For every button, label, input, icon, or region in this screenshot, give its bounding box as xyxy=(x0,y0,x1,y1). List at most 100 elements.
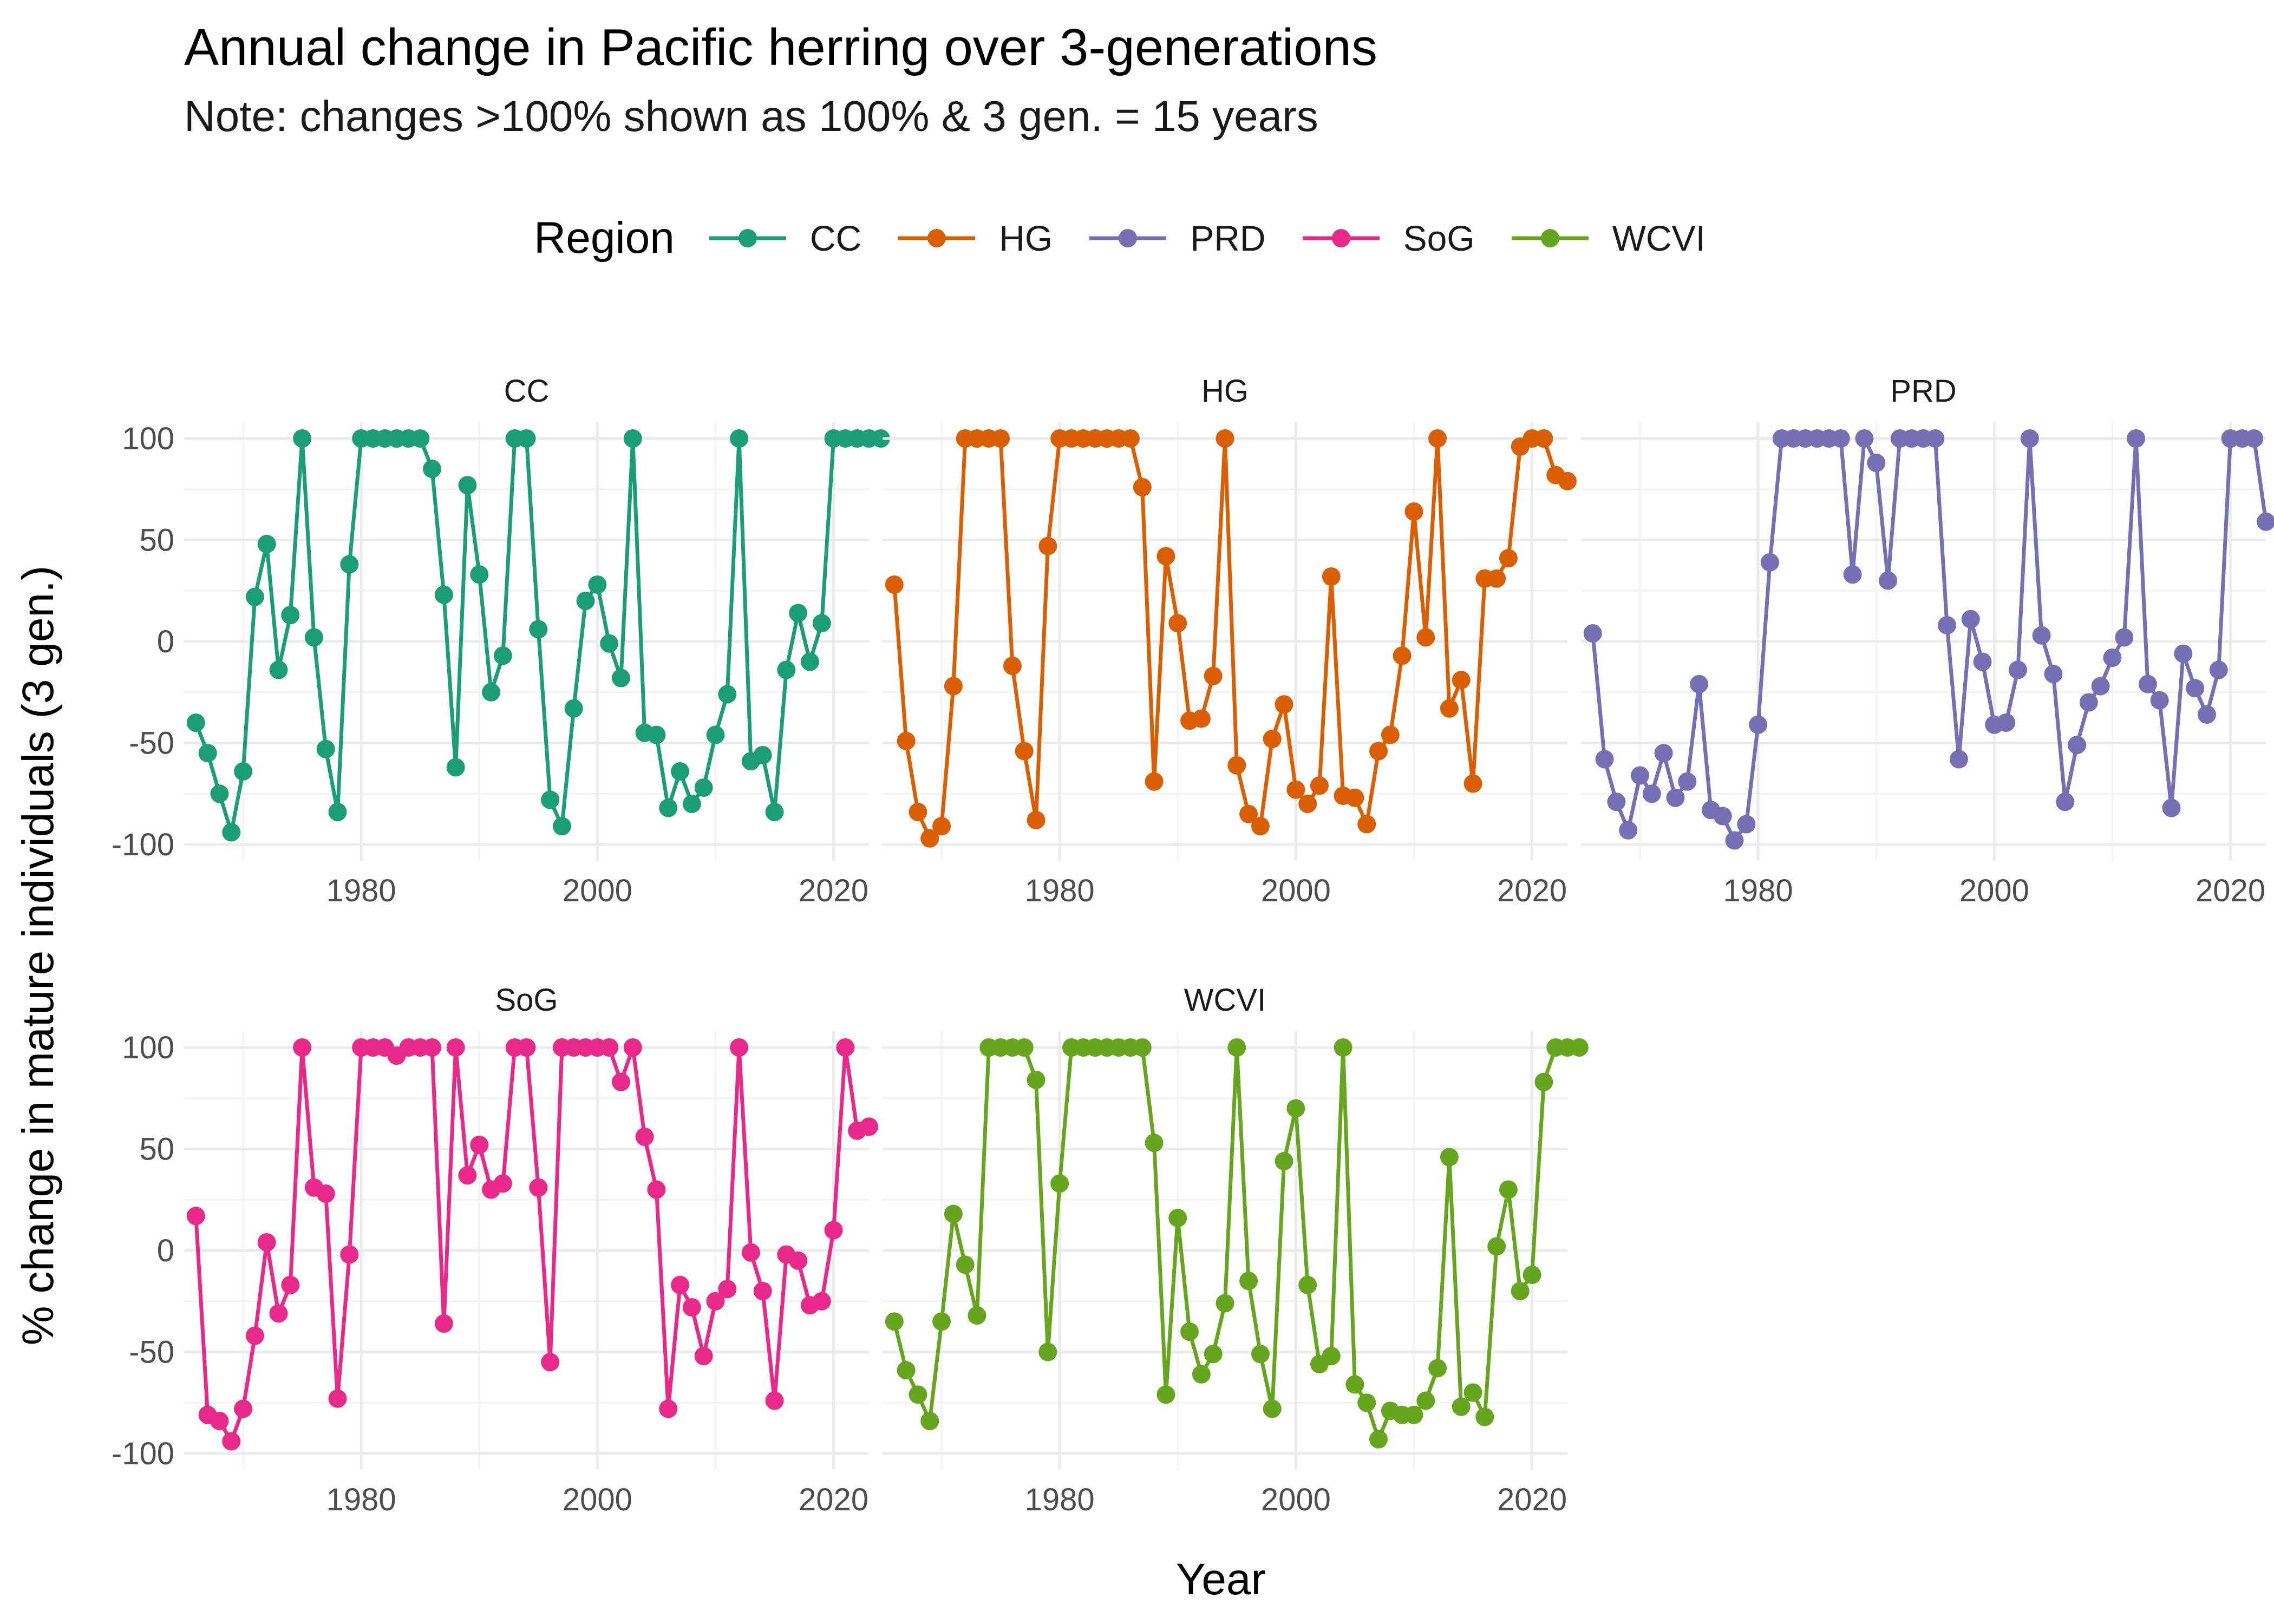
data-point-sog xyxy=(293,1038,312,1057)
data-point-sog xyxy=(493,1174,512,1193)
data-point-prd xyxy=(2127,429,2146,448)
data-point-wcvi xyxy=(1145,1134,1164,1152)
data-point-hg xyxy=(1145,772,1164,791)
strip-label-wcvi: WCVI xyxy=(1184,983,1266,1018)
y-tick-label: -100 xyxy=(112,827,174,862)
data-point-prd xyxy=(1595,750,1614,769)
data-point-cc xyxy=(812,614,831,633)
data-point-sog xyxy=(765,1391,784,1410)
legend-label-cc: CC xyxy=(809,218,862,258)
data-point-wcvi xyxy=(1487,1237,1506,1256)
x-tick-label: 2000 xyxy=(1261,873,1331,908)
data-point-hg xyxy=(1499,549,1518,568)
data-point-wcvi xyxy=(968,1306,986,1325)
data-point-cc xyxy=(245,587,264,606)
data-point-wcvi xyxy=(1204,1345,1223,1364)
data-point-sog xyxy=(186,1207,205,1226)
data-point-sog xyxy=(222,1432,241,1451)
data-point-prd xyxy=(2032,626,2051,645)
panel-sog: SoG 1980 2000 2020 -100 -50 0 50 100 xyxy=(112,983,878,1517)
data-point-prd xyxy=(1690,675,1709,693)
data-point-sog xyxy=(458,1166,477,1185)
y-tick-label: 0 xyxy=(157,624,174,659)
data-point-cc xyxy=(564,699,583,718)
legend-item-cc: CC xyxy=(707,218,861,259)
data-point-sog xyxy=(423,1038,442,1057)
data-point-hg xyxy=(1133,478,1152,496)
data-point-hg xyxy=(1251,817,1270,836)
data-point-hg xyxy=(1440,699,1459,718)
data-point-prd xyxy=(1749,715,1768,734)
data-point-wcvi xyxy=(1369,1430,1388,1449)
data-point-hg xyxy=(1416,628,1435,647)
data-point-sog xyxy=(635,1128,654,1146)
data-point-sog xyxy=(328,1389,347,1408)
data-point-prd xyxy=(1973,652,1992,671)
data-point-sog xyxy=(269,1304,288,1323)
data-point-cc xyxy=(718,685,737,704)
data-point-cc xyxy=(871,429,890,448)
data-point-cc xyxy=(446,758,465,777)
data-point-cc xyxy=(600,634,619,653)
data-point-wcvi xyxy=(1522,1266,1541,1284)
data-point-hg xyxy=(1369,742,1388,761)
data-point-wcvi xyxy=(932,1312,951,1331)
data-point-hg xyxy=(1558,472,1577,490)
legend-item-hg: HG xyxy=(896,218,1053,259)
x-tick-label: 2020 xyxy=(1497,1482,1567,1517)
data-point-hg xyxy=(1239,804,1258,823)
data-point-cc xyxy=(682,795,701,813)
legend: Region CC HG PRD SoG WCVI xyxy=(0,208,2274,268)
data-point-wcvi xyxy=(1239,1272,1258,1291)
data-point-cc xyxy=(222,823,241,842)
data-point-wcvi xyxy=(1168,1209,1187,1227)
data-point-sog xyxy=(836,1038,855,1057)
x-tick-label: 2020 xyxy=(1497,873,1567,908)
chart-title: Annual change in Pacific herring over 3-… xyxy=(184,18,1378,76)
data-point-prd xyxy=(2103,649,2122,667)
data-point-hg xyxy=(1275,695,1293,714)
data-point-cc xyxy=(281,606,300,625)
data-point-sog xyxy=(529,1178,548,1197)
data-point-cc xyxy=(789,604,808,623)
data-point-wcvi xyxy=(1227,1038,1246,1057)
x-tick-label: 1980 xyxy=(326,1482,396,1517)
y-tick-label: -100 xyxy=(112,1436,174,1471)
strip-label-sog: SoG xyxy=(495,983,558,1018)
x-tick-label: 1980 xyxy=(1025,1482,1095,1517)
data-point-hg xyxy=(885,575,904,594)
data-point-wcvi xyxy=(1180,1322,1199,1341)
data-point-hg xyxy=(1452,671,1471,690)
data-point-sog xyxy=(682,1298,701,1317)
data-point-hg xyxy=(944,677,963,696)
data-point-wcvi xyxy=(1298,1275,1317,1294)
data-point-wcvi xyxy=(1216,1294,1234,1313)
data-point-prd xyxy=(1737,815,1756,834)
data-point-cc xyxy=(257,535,276,553)
data-point-prd xyxy=(1642,784,1661,803)
data-point-prd xyxy=(1619,821,1638,840)
data-point-prd xyxy=(1926,429,1945,448)
data-point-prd xyxy=(1607,793,1626,811)
data-point-cc xyxy=(623,429,642,448)
data-point-prd xyxy=(1843,565,1862,584)
data-point-wcvi xyxy=(1416,1391,1435,1410)
data-point-sog xyxy=(694,1347,713,1365)
data-point-prd xyxy=(1725,831,1744,850)
data-point-sog xyxy=(245,1326,264,1345)
data-point-wcvi xyxy=(1440,1148,1459,1167)
data-point-cc xyxy=(529,620,548,639)
legend-key-prd xyxy=(1089,229,1167,247)
data-point-hg xyxy=(1322,567,1341,586)
x-tick-label: 2000 xyxy=(1261,1482,1331,1517)
data-point-wcvi xyxy=(1251,1345,1270,1364)
legend-item-prd: PRD xyxy=(1087,218,1266,259)
data-point-wcvi xyxy=(1499,1180,1518,1199)
data-point-cc xyxy=(470,565,489,584)
data-point-prd xyxy=(1760,553,1779,572)
y-tick-label: 50 xyxy=(139,523,174,558)
data-point-prd xyxy=(2245,429,2264,448)
data-point-prd xyxy=(2044,665,2063,683)
data-point-prd xyxy=(2174,644,2193,663)
data-point-cc xyxy=(411,429,430,448)
